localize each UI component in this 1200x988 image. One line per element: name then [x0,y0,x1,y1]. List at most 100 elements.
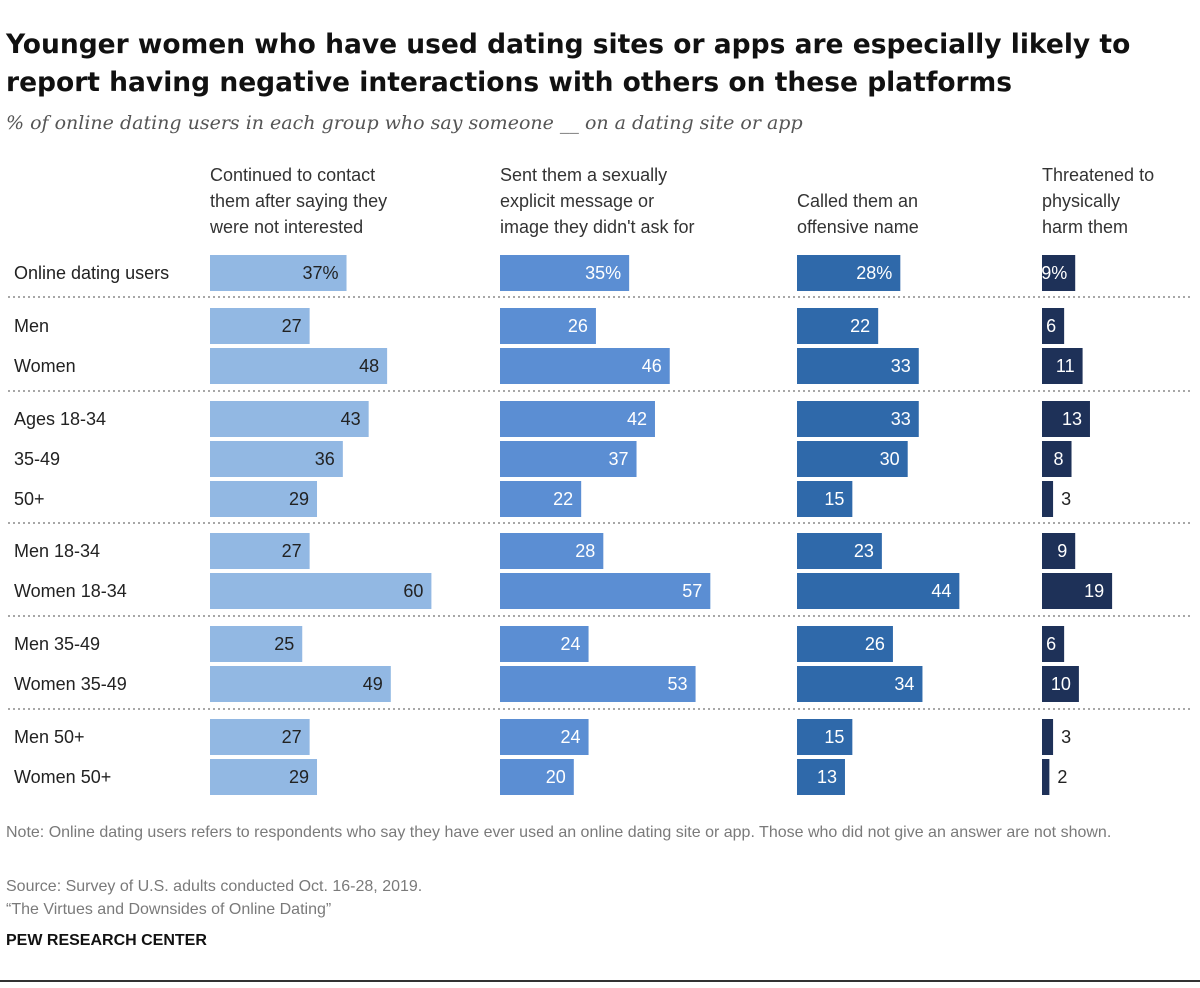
category-label-11: Men 50+ [14,727,85,747]
category-label-2: Men [14,316,49,336]
bar-s1-r7 [210,533,310,569]
value-label-s1-r8: 60 [403,581,423,601]
value-label-s2-r10: 53 [668,674,688,694]
value-label-s4-r9: 6 [1046,634,1056,654]
value-label-s4-r12: 2 [1057,767,1067,787]
chart-title: Younger women who have used dating sites… [6,29,1131,98]
value-label-s4-r5: 8 [1054,449,1064,469]
value-label-s2-r7: 28 [575,541,595,561]
value-label-s3-r5: 30 [880,449,900,469]
bar-s2-r9 [500,626,589,662]
bar-s1-r8 [210,573,432,609]
value-label-s2-r1: 35% [585,263,621,283]
value-label-s2-r8: 57 [682,581,702,601]
category-label-1: Online dating users [14,263,169,283]
value-label-s3-r7: 23 [854,541,874,561]
bar-s3-r5 [797,441,908,477]
value-label-s2-r6: 22 [553,489,573,509]
brand-logo: PEW RESEARCH CENTER [6,932,207,949]
chart-subtitle: % of online dating users in each group w… [6,112,803,134]
bar-s2-r5 [500,441,637,477]
category-label-5: 35-49 [14,449,60,469]
value-label-s4-r8: 19 [1084,581,1104,601]
bar-s4-r5 [1042,441,1072,477]
bar-s4-r3 [1042,348,1083,384]
bar-s4-r12 [1042,759,1050,795]
value-label-s1-r9: 25 [274,634,294,654]
value-label-s1-r1: 37% [302,263,338,283]
value-label-s1-r12: 29 [289,767,309,787]
bar-s1-r4 [210,401,369,437]
bar-s4-r7 [1042,533,1076,569]
bar-s3-r1 [797,255,901,291]
value-label-s3-r10: 34 [894,674,914,694]
value-label-s1-r11: 27 [282,727,302,747]
bar-s1-r6 [210,481,318,517]
bar-s3-r7 [797,533,882,569]
value-label-s2-r4: 42 [627,409,647,429]
bar-s1-r10 [210,666,391,702]
source-text: Source: Survey of U.S. adults conducted … [6,878,423,895]
bar-s1-r1 [210,255,347,291]
value-label-s2-r11: 24 [561,727,581,747]
value-label-s1-r6: 29 [289,489,309,509]
series-header-1-line-3: were not interested [209,217,363,237]
bar-s4-r6 [1042,481,1054,517]
value-label-s4-r6: 3 [1061,489,1071,509]
series-header-1-line-1: Continued to contact [210,165,375,185]
value-label-s4-r7: 9 [1057,541,1067,561]
value-label-s3-r4: 33 [891,409,911,429]
value-label-s2-r2: 26 [568,316,588,336]
bar-s4-r2 [1042,308,1065,344]
series-header-1-line-2: them after saying they [210,191,387,211]
bar-s4-r11 [1042,719,1054,755]
bar-s4-r1 [1042,255,1076,291]
value-label-s2-r12: 20 [546,767,566,787]
category-label-12: Women 50+ [14,767,111,787]
bar-s3-r9 [797,626,893,662]
value-label-s4-r11: 3 [1061,727,1071,747]
bar-s2-r2 [500,308,596,344]
bar-s2-r6 [500,481,582,517]
bar-s2-r1 [500,255,630,291]
bar-s4-r10 [1042,666,1079,702]
bar-s3-r6 [797,481,853,517]
bar-s4-r9 [1042,626,1065,662]
bar-s3-r10 [797,666,923,702]
category-label-9: Men 35-49 [14,634,100,654]
bar-s3-r11 [797,719,853,755]
value-label-s3-r9: 26 [865,634,885,654]
bar-s3-r4 [797,401,919,437]
value-label-s1-r3: 48 [359,356,379,376]
category-label-10: Women 35-49 [14,674,127,694]
value-label-s3-r6: 15 [824,489,844,509]
value-label-s3-r8: 44 [931,581,951,601]
value-label-s1-r7: 27 [282,541,302,561]
value-label-s2-r9: 24 [561,634,581,654]
value-label-s4-r2: 6 [1046,316,1056,336]
bar-s4-r4 [1042,401,1090,437]
bar-s1-r5 [210,441,343,477]
note-text: Note: Online dating users refers to resp… [6,824,1112,841]
category-label-4: Ages 18-34 [14,409,106,429]
category-label-8: Women 18-34 [14,581,127,601]
bar-s3-r3 [797,348,919,384]
value-label-s3-r3: 33 [891,356,911,376]
category-label-3: Women [14,356,76,376]
bar-s4-r8 [1042,573,1113,609]
value-label-s2-r5: 37 [608,449,628,469]
value-label-s1-r5: 36 [315,449,335,469]
bar-s2-r3 [500,348,670,384]
value-label-s1-r10: 49 [363,674,383,694]
bar-s3-r12 [797,759,845,795]
bar-s2-r12 [500,759,574,795]
value-label-s3-r12: 13 [817,767,837,787]
value-label-s4-r4: 13 [1062,409,1082,429]
value-label-s4-r10: 10 [1051,674,1071,694]
value-label-s2-r3: 46 [642,356,662,376]
series-header-3-line-1: Called them an [797,191,918,211]
bar-s2-r8 [500,573,711,609]
bar-chart: Continued to contact them after saying th… [8,165,1192,795]
series-header-4-line-3: harm them [1042,217,1128,237]
bottom-rule [0,980,1200,982]
